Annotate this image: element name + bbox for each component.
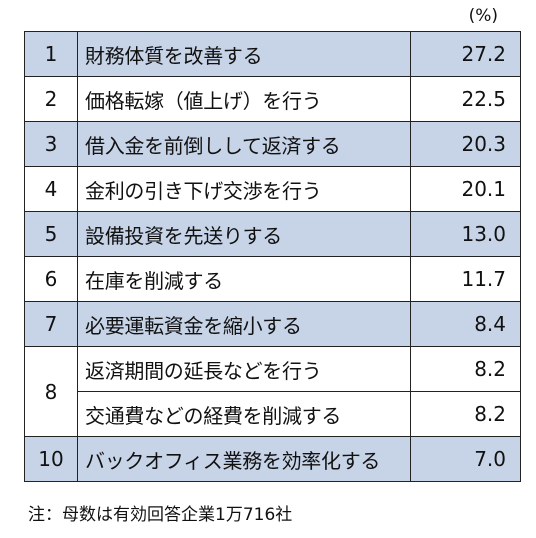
table-row: 3 借入金を前倒しして返済する 20.3 <box>24 121 521 167</box>
ranking-table: 1 財務体質を改善する 27.2 2 価格転嫁（値上げ）を行う 22.5 3 借入金を前倒しし… <box>24 31 521 482</box>
table-row: 6 在庫を削減する 11.7 <box>24 256 521 302</box>
rank-cell: 1 <box>24 31 78 77</box>
table-row: 7 必要運転資金を縮小する 8.4 <box>24 301 521 347</box>
item-label: 必要運転資金を縮小する <box>77 301 411 347</box>
table-row: 4 金利の引き下げ交渉を行う 20.1 <box>24 166 521 212</box>
percent-value: 20.1 <box>410 166 521 212</box>
item-label: 金利の引き下げ交渉を行う <box>77 166 411 212</box>
table-row: 1 財務体質を改善する 27.2 <box>24 31 521 77</box>
table-row: 2 価格転嫁（値上げ）を行う 22.5 <box>24 76 521 122</box>
rank-cell: 8 <box>24 346 78 437</box>
item-label: 返済期間の延長などを行う <box>77 346 411 392</box>
ranking-table-body: 1 財務体質を改善する 27.2 2 価格転嫁（値上げ）を行う 22.5 3 借入金を前倒しし… <box>24 31 521 482</box>
table-row: 10 バックオフィス業務を効率化する 7.0 <box>24 436 521 482</box>
rank-cell: 10 <box>24 436 78 482</box>
table-row: 5 設備投資を先送りする 13.0 <box>24 211 521 257</box>
percent-value: 11.7 <box>410 256 521 302</box>
item-label: 設備投資を先送りする <box>77 211 411 257</box>
percent-value: 27.2 <box>410 31 521 77</box>
item-label: 交通費などの経費を削減する <box>77 391 411 437</box>
rank-cell: 3 <box>24 121 78 167</box>
footnote: 注：母数は有効回答企業1万716社 <box>28 505 293 525</box>
percent-value: 13.0 <box>410 211 521 257</box>
percent-value: 8.2 <box>410 346 521 392</box>
rank-cell: 6 <box>24 256 78 302</box>
item-label: 在庫を削減する <box>77 256 411 302</box>
table-row: 8 返済期間の延長などを行う 8.2 <box>24 346 521 437</box>
rank-cell: 5 <box>24 211 78 257</box>
item-label: 借入金を前倒しして返済する <box>77 121 411 167</box>
rank-cell: 4 <box>24 166 78 212</box>
percent-value: 8.2 <box>410 391 521 437</box>
rank-cell: 2 <box>24 76 78 122</box>
percent-value: 20.3 <box>410 121 521 167</box>
item-label: 価格転嫁（値上げ）を行う <box>77 76 411 122</box>
table-row: 交通費などの経費を削減する 8.2 <box>25 391 521 437</box>
percent-value: 22.5 <box>410 76 521 122</box>
unit-label: (%) <box>468 6 498 26</box>
item-label: バックオフィス業務を効率化する <box>77 436 411 482</box>
rank-cell: 7 <box>24 301 78 347</box>
item-label: 財務体質を改善する <box>77 31 411 77</box>
percent-value: 7.0 <box>410 436 521 482</box>
percent-value: 8.4 <box>410 301 521 347</box>
